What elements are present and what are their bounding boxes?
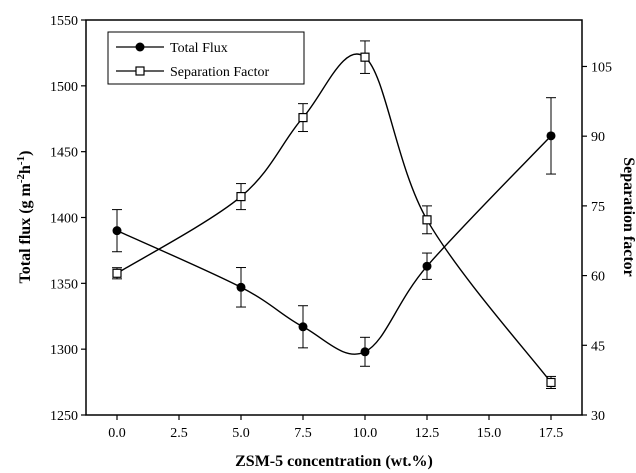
y-tick-label: 1300 <box>50 343 78 358</box>
legend: Total Flux Separation Factor <box>107 31 305 85</box>
y-axis-left-title: Total flux (g m-2h-1) <box>15 151 34 284</box>
data-point-total-flux <box>546 131 556 141</box>
y-tick-label: 1350 <box>50 277 78 292</box>
data-point-total-flux <box>422 261 432 271</box>
data-point-total-flux <box>236 282 246 292</box>
data-point-separation-factor <box>422 215 432 225</box>
x-tick-label: 0.0 <box>108 426 126 441</box>
y-tick-label: 1550 <box>50 14 78 29</box>
x-tick-label: 12.5 <box>415 426 440 441</box>
y2-tick-label: 45 <box>591 339 605 354</box>
legend-label-total-flux: Total Flux <box>170 41 228 56</box>
y-axis-left: 1250 1300 1350 1400 1450 1500 1550 <box>50 14 86 424</box>
x-axis-title: ZSM-5 concentration (wt.%) <box>235 453 433 470</box>
x-tick-label: 5.0 <box>232 426 250 441</box>
data-point-separation-factor <box>236 191 246 202</box>
y-tick-label: 1500 <box>50 80 78 95</box>
y-axis-right-title: Separation factor <box>620 157 636 277</box>
x-tick-label: 7.5 <box>294 426 312 441</box>
y-title-sup-2: -1 <box>15 156 27 165</box>
data-point-total-flux <box>360 347 370 357</box>
data-point-separation-factor <box>298 112 308 123</box>
legend-label-separation-factor: Separation Factor <box>170 65 269 80</box>
y-tick-label: 1400 <box>50 212 78 227</box>
y2-tick-label: 105 <box>591 60 612 75</box>
x-tick-label: 15.0 <box>477 426 502 441</box>
y2-tick-label: 75 <box>591 200 605 215</box>
x-axis: 0.0 2.5 5.0 7.5 10.0 12.5 15.0 17.5 <box>108 415 563 441</box>
data-point-total-flux <box>112 226 122 236</box>
y-title-part-2: h <box>17 165 34 174</box>
legend-marker-total-flux <box>135 42 145 52</box>
y2-tick-label: 90 <box>591 130 605 145</box>
series-line-separation-factor <box>116 53 552 383</box>
x-tick-label: 2.5 <box>170 426 188 441</box>
y-tick-label: 1250 <box>50 409 78 424</box>
x-tick-label: 17.5 <box>539 426 564 441</box>
legend-marker-separation-factor <box>135 66 145 76</box>
y-axis-right: 30 45 60 75 90 105 <box>582 60 612 424</box>
series-layer <box>112 40 556 390</box>
y2-tick-label: 60 <box>591 270 605 285</box>
y-title-sup-1: -2 <box>15 173 27 183</box>
data-point-separation-factor <box>360 52 370 62</box>
x-tick-label: 10.0 <box>353 426 378 441</box>
data-point-separation-factor <box>112 268 122 278</box>
y-tick-label: 1450 <box>50 146 78 161</box>
data-point-total-flux <box>298 322 308 332</box>
series-line-total-flux <box>116 135 552 355</box>
data-point-separation-factor <box>546 377 556 388</box>
y-title-part-3: ) <box>17 151 34 156</box>
y-title-part-1: Total flux (g m <box>17 182 34 283</box>
y2-tick-label: 30 <box>591 409 605 424</box>
